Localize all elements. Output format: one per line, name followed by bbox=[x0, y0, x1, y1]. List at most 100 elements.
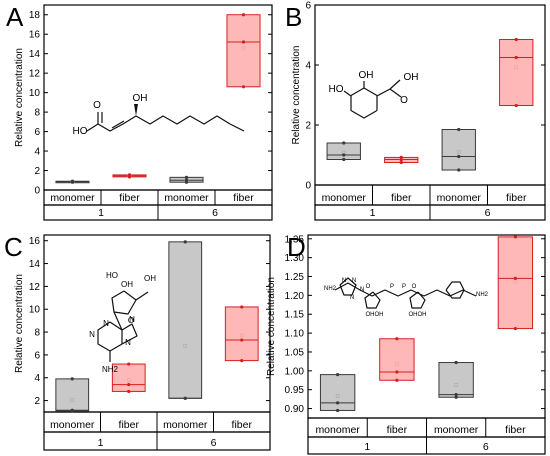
atom-label: N bbox=[89, 330, 95, 339]
category-label: monomer bbox=[437, 192, 482, 204]
bond bbox=[113, 311, 123, 331]
category-label: monomer bbox=[322, 192, 367, 204]
carbon-chain bbox=[97, 112, 245, 132]
y-tick-label: 6 bbox=[34, 127, 40, 138]
group-label: 6 bbox=[212, 207, 218, 219]
data-point bbox=[240, 305, 244, 309]
mean-marker bbox=[241, 46, 246, 50]
data-point bbox=[183, 240, 187, 244]
data-point bbox=[70, 377, 74, 381]
y-axis-label: Relative concentration bbox=[14, 274, 25, 373]
atom-label: OH bbox=[375, 312, 384, 318]
data-point bbox=[513, 276, 517, 280]
category-label: fiber bbox=[387, 424, 408, 436]
box-body bbox=[499, 39, 534, 106]
y-tick-label: 4 bbox=[34, 147, 40, 158]
category-label: fiber bbox=[391, 192, 412, 204]
atom-label: OH bbox=[121, 280, 133, 289]
data-point bbox=[514, 55, 518, 60]
atom-label: HO bbox=[73, 126, 88, 137]
y-tick-label: 6 bbox=[305, 1, 311, 12]
data-point bbox=[184, 175, 189, 179]
box-monomer-6 bbox=[441, 127, 476, 172]
benzene-ring bbox=[350, 87, 378, 119]
bond bbox=[135, 291, 149, 301]
atom-label: OH bbox=[409, 312, 418, 318]
atom-label: HO bbox=[329, 84, 344, 95]
box-monomer-6 bbox=[168, 240, 203, 400]
ring bbox=[339, 277, 357, 296]
box-body bbox=[226, 14, 261, 88]
atom-label: NH2 bbox=[476, 292, 489, 298]
molecule-structure-b: OH HO OH O bbox=[329, 70, 419, 119]
category-label: fiber bbox=[505, 424, 526, 436]
group-label: 1 bbox=[98, 207, 104, 219]
panel-letter: C bbox=[4, 232, 23, 262]
category-label: monomer bbox=[164, 192, 209, 204]
atom-label: OH bbox=[144, 274, 156, 283]
data-point bbox=[241, 13, 246, 17]
imidazole-ring bbox=[121, 323, 138, 345]
bond bbox=[376, 88, 391, 97]
ribose-ring bbox=[111, 290, 137, 315]
y-tick-label: 16 bbox=[29, 30, 41, 41]
group-label: 6 bbox=[211, 437, 217, 449]
data-point bbox=[127, 173, 132, 177]
box-body bbox=[319, 374, 356, 411]
molecule-structure-a: O OH HO bbox=[73, 93, 245, 137]
atom-label: N bbox=[352, 278, 356, 284]
y-tick-label: 0 bbox=[305, 181, 311, 192]
data-point bbox=[336, 373, 340, 377]
ring bbox=[445, 281, 465, 299]
box-fiber-1 bbox=[379, 337, 415, 382]
y-tick-label: 1.25 bbox=[285, 272, 305, 283]
box-body bbox=[168, 241, 203, 399]
y-tick-label: 2 bbox=[34, 396, 40, 407]
category-label: fiber bbox=[119, 419, 140, 431]
y-tick-label: 0 bbox=[34, 186, 40, 197]
mean-marker bbox=[395, 361, 399, 366]
data-point bbox=[457, 154, 461, 159]
mean-marker bbox=[454, 382, 458, 387]
box-monomer-6 bbox=[438, 360, 474, 399]
data-point bbox=[183, 396, 187, 400]
box-body bbox=[438, 362, 474, 398]
group-label: 1 bbox=[370, 207, 376, 219]
box-fiber-6 bbox=[499, 37, 534, 108]
atom-label: N bbox=[350, 295, 354, 301]
category-label: fiber bbox=[119, 192, 140, 204]
data-point bbox=[342, 153, 346, 157]
data-point bbox=[514, 37, 518, 42]
data-point bbox=[399, 155, 403, 159]
group-label: 6 bbox=[485, 207, 491, 219]
mean-marker bbox=[183, 343, 188, 348]
box-monomer-1 bbox=[55, 179, 90, 184]
data-point bbox=[127, 382, 131, 387]
data-point bbox=[457, 127, 461, 132]
box-monomer-1 bbox=[319, 373, 356, 413]
data-point bbox=[454, 393, 458, 397]
mean-marker bbox=[126, 378, 131, 382]
data-point bbox=[395, 337, 399, 341]
box-body bbox=[55, 378, 90, 412]
atom-label: HO bbox=[106, 271, 118, 280]
backbone bbox=[334, 282, 477, 297]
data-point bbox=[454, 360, 458, 365]
y-tick-label: 8 bbox=[34, 328, 40, 339]
category-label: monomer bbox=[163, 419, 208, 431]
category-label: fiber bbox=[233, 192, 254, 204]
atom-label: N bbox=[129, 315, 135, 324]
category-label: monomer bbox=[50, 419, 95, 431]
y-tick-label: 14 bbox=[29, 259, 41, 270]
category-label: monomer bbox=[315, 424, 360, 436]
mean-marker bbox=[456, 150, 461, 154]
y-tick-label: 14 bbox=[29, 49, 41, 60]
box-fiber-1 bbox=[111, 362, 146, 394]
y-tick-label: 12 bbox=[29, 69, 41, 80]
atom-label: O bbox=[400, 95, 408, 106]
y-tick-label: 1.20 bbox=[285, 291, 305, 302]
box-body bbox=[441, 129, 476, 171]
